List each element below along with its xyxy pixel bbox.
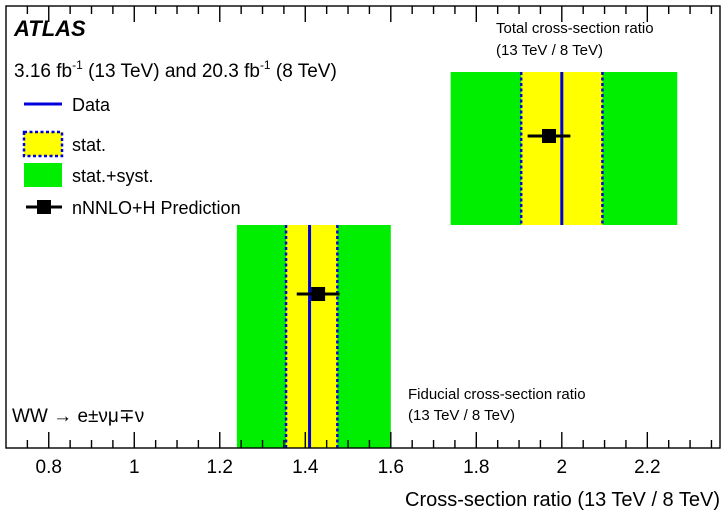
total-subtitle: (13 TeV / 8 TeV) xyxy=(496,42,603,59)
lumi-8-energy: (8 TeV) xyxy=(276,61,337,82)
total-prediction-marker xyxy=(541,129,556,143)
x-tick-label-1.2: 1.2 xyxy=(207,457,233,478)
process-arrow: → xyxy=(53,406,72,427)
lumi-13-energy: (13 TeV) xyxy=(88,61,159,82)
x-tick-label-2.2: 2.2 xyxy=(634,457,660,478)
legend-statsyst-swatch xyxy=(24,163,62,187)
luminosity-label: 3.16 fb-1 (13 TeV) and 20.3 fb-1 (8 TeV) xyxy=(14,58,337,82)
fiducial-stat-band xyxy=(286,225,338,448)
legend-prediction-label: nNNLO+H Prediction xyxy=(72,198,241,218)
legend-prediction-marker xyxy=(37,200,51,214)
legend-stat-label: stat. xyxy=(72,135,106,155)
lumi-8-value: 20.3 xyxy=(202,61,239,82)
experiment-label: ATLAS xyxy=(13,16,86,41)
fiducial-prediction-marker xyxy=(311,287,326,301)
process-final: e±νμ∓ν xyxy=(77,406,144,427)
fiducial-subtitle: (13 TeV / 8 TeV) xyxy=(408,407,515,424)
fiducial-title: Fiducial cross-section ratio xyxy=(408,386,586,403)
legend-stat-swatch xyxy=(22,130,64,158)
lumi-joiner: and xyxy=(165,61,197,82)
x-tick-label-1.8: 1.8 xyxy=(463,457,489,478)
x-tick-label-1: 1 xyxy=(129,457,140,478)
x-tick-label-2: 2 xyxy=(557,457,568,478)
plot-frame xyxy=(5,5,721,449)
x-tick-label-0.8: 0.8 xyxy=(36,457,62,478)
process-label: WW → e±νμ∓ν xyxy=(12,406,144,427)
lumi-13-exp: -1 xyxy=(72,58,83,72)
x-tick-label-1.6: 1.6 xyxy=(378,457,404,478)
lumi-13-value: 3.16 xyxy=(14,61,51,82)
legend-data-label: Data xyxy=(72,95,111,115)
tick-labels: 0.8 1 1.2 1.4 1.6 1.8 2 2.2 xyxy=(36,457,661,478)
lumi-8-exp: -1 xyxy=(260,58,271,72)
legend: Data stat. stat.+syst. nNNLO+H Predictio… xyxy=(22,95,241,218)
ticks-layer xyxy=(26,6,713,448)
legend-statsyst-label: stat.+syst. xyxy=(72,166,154,186)
process-pre: WW xyxy=(12,406,48,427)
bands-layer xyxy=(236,72,678,448)
lumi-13-unit: fb xyxy=(56,61,72,82)
x-tick-label-1.4: 1.4 xyxy=(292,457,319,478)
lumi-8-unit: fb xyxy=(244,61,260,82)
x-axis-label: Cross-section ratio (13 TeV / 8 TeV) xyxy=(405,489,720,511)
total-title: Total cross-section ratio xyxy=(496,20,654,37)
